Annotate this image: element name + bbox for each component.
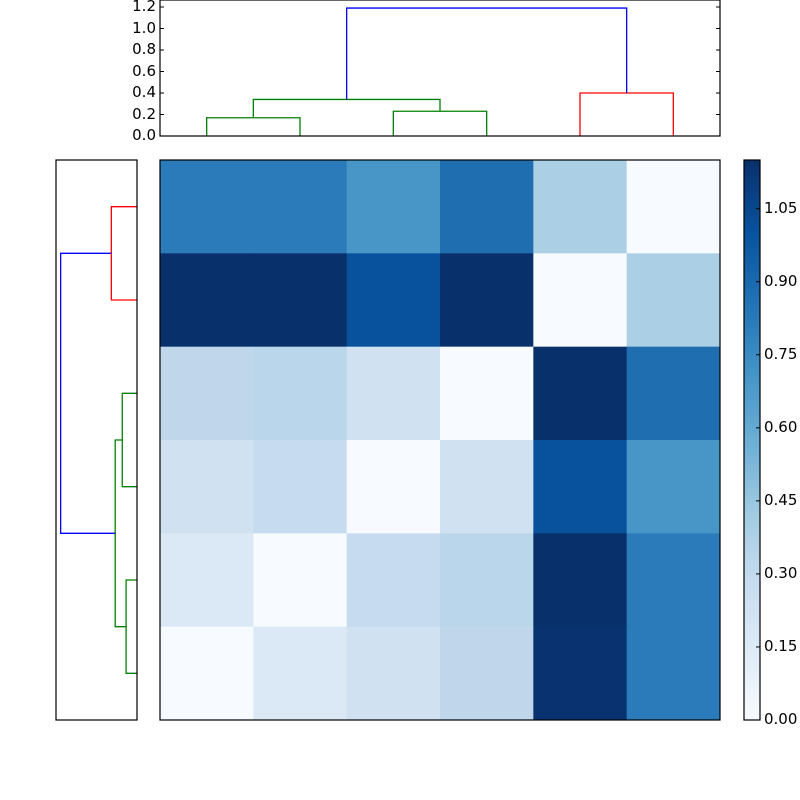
heatmap-cell	[253, 440, 348, 534]
heatmap-cell	[440, 253, 534, 348]
colorbar-tick-label: 0.90	[764, 271, 798, 290]
dendrogram-link	[252, 98, 441, 118]
colorbar-tick-label: 0.60	[764, 417, 798, 436]
heatmap-cell	[346, 533, 441, 628]
heatmap-cell	[533, 626, 628, 721]
heatmap-cell	[533, 160, 628, 254]
heatmap-cell	[440, 160, 534, 254]
heatmap-cell	[626, 533, 721, 628]
heatmap-cell	[346, 440, 441, 534]
colorbar	[743, 159, 761, 721]
heatmap-cell	[253, 346, 348, 441]
colorbar-gradient	[743, 159, 761, 721]
top-dendrogram-y-tick-label: 0.6	[132, 61, 156, 80]
heatmap-cell	[346, 346, 441, 441]
heatmap-cell	[626, 440, 721, 534]
dendrogram-link	[121, 392, 137, 488]
dendrogram-link	[579, 92, 674, 136]
dendrogram-link	[114, 439, 127, 628]
heatmap-grid	[159, 159, 721, 721]
colorbar-tick-label: 0.15	[764, 636, 798, 655]
heatmap-cell	[160, 160, 254, 254]
top-dendrogram-y-tick-label: 1.0	[132, 18, 156, 37]
heatmap-cell	[626, 626, 721, 721]
heatmap-cell	[160, 626, 254, 721]
dendrogram-link	[346, 7, 628, 100]
heatmap-cell	[253, 253, 348, 348]
colorbar-tick-label: 0.00	[764, 710, 798, 728]
heatmap-cell	[440, 533, 534, 628]
top-dendrogram-y-tick-label: 0.2	[132, 104, 156, 123]
top-dendrogram-y-tick-label: 0.8	[132, 40, 156, 58]
heatmap-cell	[533, 440, 628, 534]
heatmap-cell	[626, 253, 721, 348]
colorbar-tick-label: 0.75	[764, 344, 798, 363]
heatmap-cell	[346, 160, 441, 254]
dendrogram-link	[110, 206, 137, 301]
dendrogram-link	[125, 579, 137, 674]
left-dendrogram-plot	[55, 159, 138, 721]
heatmap-cell	[160, 533, 254, 628]
heatmap-cell	[626, 160, 721, 254]
heatmap-cell	[253, 626, 348, 721]
dendrogram-link	[392, 110, 488, 136]
dendrogram-link	[206, 117, 301, 136]
heatmap-cell	[533, 346, 628, 441]
heatmap-cell	[440, 440, 534, 534]
heatmap-cell	[160, 346, 254, 441]
heatmap-cell	[253, 533, 348, 628]
heatmap-cell	[440, 346, 534, 441]
heatmap-cell	[533, 253, 628, 348]
heatmap	[159, 159, 721, 721]
heatmap-cell	[346, 253, 441, 348]
colorbar-tick-label: 1.05	[764, 198, 798, 217]
colorbar-tick-label: 0.30	[764, 563, 798, 582]
colorbar-tick-label: 0.45	[764, 490, 798, 509]
heatmap-cell	[160, 440, 254, 534]
dendrogram-link	[59, 252, 116, 534]
heatmap-cell	[533, 533, 628, 628]
heatmap-cell	[160, 253, 254, 348]
heatmap-cell	[440, 626, 534, 721]
top-dendrogram-y-tick-label: 0.4	[132, 83, 156, 101]
top-dendrogram-plot	[159, 0, 721, 137]
left-dendrogram	[55, 159, 138, 721]
heatmap-cell	[626, 346, 721, 441]
top-dendrogram-y-tick-label: 1.2	[132, 0, 156, 15]
heatmap-cell	[346, 626, 441, 721]
top-dendrogram-y-tick-label: 0.0	[132, 126, 156, 144]
top-dendrogram	[159, 0, 721, 137]
heatmap-cell	[253, 160, 348, 254]
